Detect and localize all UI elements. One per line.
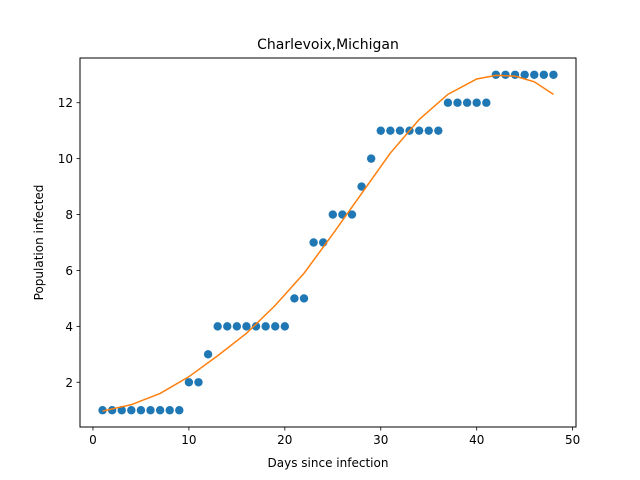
x-tick-label: 30 [373, 433, 388, 447]
data-point [482, 98, 491, 107]
data-point [434, 126, 443, 135]
data-point [98, 406, 107, 415]
plot-frame [79, 57, 577, 428]
data-point [213, 322, 222, 331]
data-point [501, 70, 510, 79]
data-point [261, 322, 270, 331]
data-point [203, 350, 213, 359]
data-point [462, 98, 472, 107]
data-point [155, 406, 165, 415]
data-point [127, 406, 136, 415]
x-axis-label: Days since infection [268, 456, 389, 470]
data-point [472, 98, 481, 107]
data-point [146, 406, 155, 415]
data-point [530, 70, 539, 79]
data-point [414, 126, 424, 135]
data-point [290, 294, 299, 303]
data-point [453, 98, 462, 107]
y-tick-label: 4 [65, 320, 73, 334]
data-point [539, 70, 549, 79]
data-point [520, 70, 529, 79]
data-point [175, 406, 184, 415]
data-point [386, 126, 395, 135]
data-point [347, 210, 357, 219]
x-tick-label: 0 [89, 433, 97, 447]
data-point [395, 126, 405, 135]
y-tick-label: 12 [58, 96, 73, 110]
plot-area [98, 70, 558, 415]
data-point [242, 322, 251, 331]
chart-title: Charlevoix,Michigan [257, 37, 399, 53]
data-point [232, 322, 242, 331]
x-tick-label: 40 [469, 433, 484, 447]
x-tick-label: 20 [277, 433, 292, 447]
y-tick-label: 8 [65, 208, 73, 222]
fit-curve [102, 74, 554, 412]
data-point [251, 322, 261, 331]
data-point [280, 322, 290, 331]
data-point [328, 210, 337, 219]
y-tick-label: 10 [58, 152, 73, 166]
data-point [366, 154, 376, 163]
data-point [299, 294, 309, 303]
data-point [271, 322, 280, 331]
y-tick-label: 6 [65, 264, 73, 278]
y-axis-label: Population infected [32, 185, 46, 301]
data-point [376, 126, 385, 135]
data-point [184, 378, 194, 387]
data-point [117, 406, 126, 415]
x-axis: 0 10 20 30 40 50 [89, 427, 580, 447]
data-point [136, 406, 146, 415]
x-tick-label: 50 [565, 433, 580, 447]
y-axis: 2 4 6 8 10 12 [58, 96, 80, 390]
y-tick-label: 2 [65, 376, 73, 390]
data-point [424, 126, 433, 135]
data-point [309, 238, 318, 247]
data-point [223, 322, 232, 331]
x-tick-label: 10 [181, 433, 196, 447]
data-point [549, 70, 558, 79]
data-point [443, 98, 453, 107]
data-point [165, 406, 174, 415]
data-point [357, 182, 366, 191]
data-point [194, 378, 203, 387]
